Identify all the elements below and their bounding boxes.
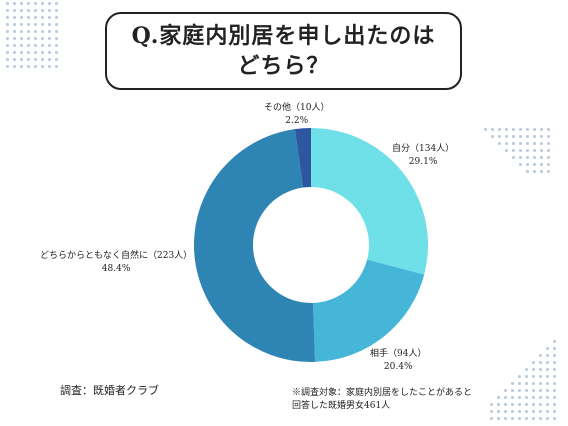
slice-label-natural: どちらからともなく自然に（223人） 48.4% xyxy=(40,250,192,276)
slice-label-partner-percent: 20.4% xyxy=(383,362,413,372)
slice-label-natural-name: どちらからともなく自然に（223人） xyxy=(40,251,193,261)
slice-label-natural-percent: 48.4% xyxy=(101,264,131,274)
slice-label-self-name: 自分（134人） xyxy=(392,144,455,154)
source-credit: 調査：既婚者クラブ xyxy=(60,384,159,397)
title-line-1: Q.家庭内別居を申し出たのは xyxy=(131,23,436,49)
slice-label-other-percent: 2.2% xyxy=(285,116,309,126)
slice-label-partner-name: 相手（94人） xyxy=(370,349,427,359)
slice-label-self-percent: 29.1% xyxy=(408,157,438,167)
donut-slice-self xyxy=(311,128,428,275)
title-box: Q.家庭内別居を申し出たのは どちら？ xyxy=(105,12,462,90)
title-line-2: どちら？ xyxy=(237,53,330,79)
donut-slice-partner xyxy=(313,259,425,362)
slice-label-partner: 相手（94人） 20.4% xyxy=(370,348,426,374)
survey-note: ※調査対象：家庭内別居をしたことがあると 回答した既婚男女461人 xyxy=(292,387,472,413)
slice-label-other: その他（10人） 2.2% xyxy=(264,102,329,128)
slice-label-other-name: その他（10人） xyxy=(264,103,330,113)
donut-slice-other xyxy=(294,128,311,188)
survey-note-line-1: ※調査対象：家庭内別居をしたことがあると xyxy=(292,388,473,398)
slice-label-self: 自分（134人） 29.1% xyxy=(392,143,454,169)
survey-note-line-2: 回答した既婚男女461人 xyxy=(292,401,391,411)
donut-slice-natural xyxy=(193,129,316,363)
